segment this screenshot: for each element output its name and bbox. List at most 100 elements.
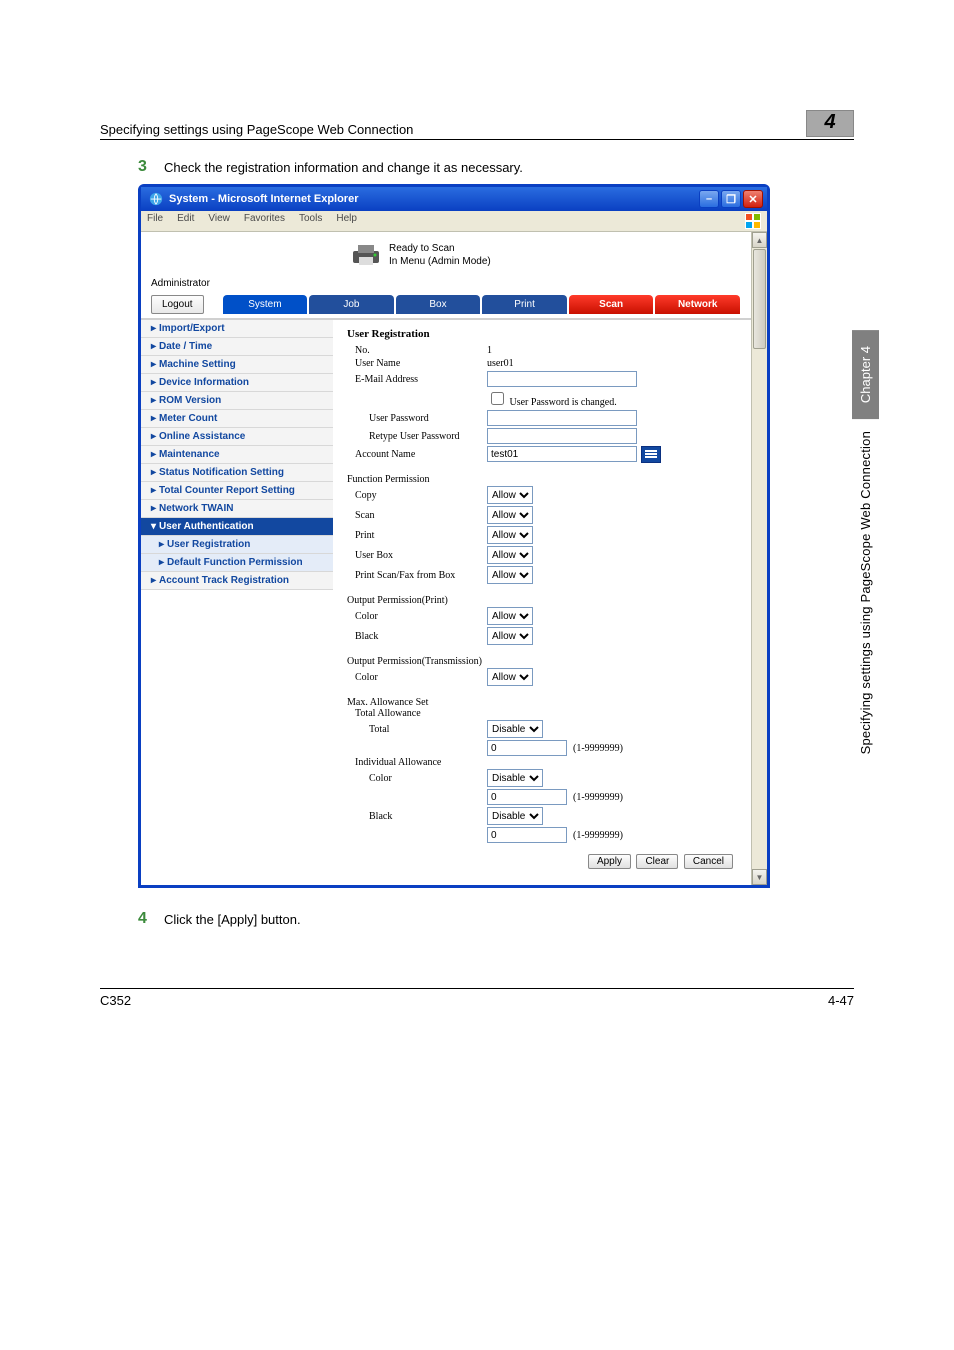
sidebar-item-status-notification[interactable]: ▸Status Notification Setting <box>141 464 333 482</box>
label-total: Total <box>347 724 487 735</box>
retype-password-field[interactable] <box>487 428 637 444</box>
step-3-text: Check the registration information and c… <box>164 158 523 176</box>
password-changed-checkbox[interactable] <box>491 392 504 405</box>
chapter-tab: Chapter 4 <box>852 330 879 419</box>
scroll-down-icon[interactable]: ▼ <box>752 869 767 885</box>
sidebar-group-user-auth[interactable]: ▾User Authentication <box>141 518 333 536</box>
label-account-name: Account Name <box>347 449 487 460</box>
scan-select[interactable]: Allow <box>487 506 533 524</box>
ind-color-value-field[interactable] <box>487 789 567 805</box>
label-out-trans-color: Color <box>347 672 487 683</box>
sidebar-item-maintenance[interactable]: ▸Maintenance <box>141 446 333 464</box>
menubar-logo-icon <box>745 213 761 229</box>
sidebar-item-device-information[interactable]: ▸Device Information <box>141 374 333 392</box>
sidebar-sub-user-registration[interactable]: ▸User Registration <box>141 536 333 554</box>
email-field[interactable] <box>487 371 637 387</box>
sidebar-item-machine-setting[interactable]: ▸Machine Setting <box>141 356 333 374</box>
print-select[interactable]: Allow <box>487 526 533 544</box>
ie-icon <box>149 192 163 206</box>
individual-allowance-heading: Individual Allowance <box>347 757 737 768</box>
sidebar-item-meter-count[interactable]: ▸Meter Count <box>141 410 333 428</box>
label-user-password: User Password <box>347 413 487 424</box>
scroll-thumb[interactable] <box>753 249 766 349</box>
sidebar-item-account-track-registration[interactable]: ▸Account Track Registration <box>141 572 333 590</box>
menu-edit[interactable]: Edit <box>177 213 194 229</box>
sidebar-sub-default-function-permission[interactable]: ▸Default Function Permission <box>141 554 333 572</box>
vertical-scrollbar[interactable]: ▲ ▼ <box>751 232 767 885</box>
menu-tools[interactable]: Tools <box>299 213 322 229</box>
total-allowance-heading: Total Allowance <box>347 708 737 719</box>
print-scanfax-select[interactable]: Allow <box>487 566 533 584</box>
label-scan: Scan <box>347 510 487 521</box>
output-permission-print-heading: Output Permission(Print) <box>347 595 737 606</box>
apply-button[interactable]: Apply <box>588 854 631 869</box>
scroll-up-icon[interactable]: ▲ <box>752 232 767 248</box>
label-retype-password: Retype User Password <box>347 431 487 442</box>
tab-print[interactable]: Print <box>482 295 567 314</box>
output-permission-transmission-heading: Output Permission(Transmission) <box>347 656 737 667</box>
section-number-badge: 4 <box>806 110 854 137</box>
menu-file[interactable]: File <box>147 213 163 229</box>
out-trans-color-select[interactable]: Allow <box>487 668 533 686</box>
status-mode: In Menu (Admin Mode) <box>389 255 491 268</box>
function-permission-heading: Function Permission <box>347 474 737 485</box>
account-name-field[interactable] <box>487 446 637 462</box>
maximize-button[interactable]: ❐ <box>721 190 741 208</box>
sidebar-item-rom-version[interactable]: ▸ROM Version <box>141 392 333 410</box>
label-out-print-color: Color <box>347 611 487 622</box>
printer-icon <box>351 243 381 267</box>
step-4-number: 4 <box>138 910 164 928</box>
browser-window: System - Microsoft Internet Explorer – ❐… <box>138 184 770 888</box>
sidebar-item-import-export[interactable]: ▸Import/Export <box>141 320 333 338</box>
close-button[interactable]: ✕ <box>743 190 763 208</box>
footer-model: C352 <box>100 993 131 1008</box>
ind-black-select[interactable]: Disable <box>487 807 543 825</box>
tab-box[interactable]: Box <box>396 295 481 314</box>
page-section-title: Specifying settings using PageScope Web … <box>100 122 413 137</box>
account-list-icon[interactable] <box>641 446 661 463</box>
copy-select[interactable]: Allow <box>487 486 533 504</box>
administrator-label: Administrator <box>141 272 751 295</box>
footer-page: 4-47 <box>828 993 854 1008</box>
out-print-black-select[interactable]: Allow <box>487 627 533 645</box>
sidebar-item-date-time[interactable]: ▸Date / Time <box>141 338 333 356</box>
value-user-name: user01 <box>487 358 514 369</box>
menu-favorites[interactable]: Favorites <box>244 213 285 229</box>
tab-scan[interactable]: Scan <box>569 295 654 314</box>
menu-help[interactable]: Help <box>336 213 357 229</box>
form-area: User Registration No.1 User Nameuser01 E… <box>333 320 751 885</box>
sidebar-item-online-assistance[interactable]: ▸Online Assistance <box>141 428 333 446</box>
value-no: 1 <box>487 345 492 356</box>
status-ready: Ready to Scan <box>389 242 491 255</box>
tab-job[interactable]: Job <box>309 295 394 314</box>
minimize-button[interactable]: – <box>699 190 719 208</box>
sidebar-item-total-counter-report[interactable]: ▸Total Counter Report Setting <box>141 482 333 500</box>
ind-color-select[interactable]: Disable <box>487 769 543 787</box>
tab-network[interactable]: Network <box>655 295 740 314</box>
max-allowance-set-heading: Max. Allowance Set <box>347 697 737 708</box>
total-range: (1-9999999) <box>573 743 623 754</box>
label-print: Print <box>347 530 487 541</box>
ind-black-value-field[interactable] <box>487 827 567 843</box>
ind-black-range: (1-9999999) <box>573 830 623 841</box>
user-password-field[interactable] <box>487 410 637 426</box>
label-no: No. <box>347 345 487 356</box>
userbox-select[interactable]: Allow <box>487 546 533 564</box>
label-userbox: User Box <box>347 550 487 561</box>
sidebar: ▸Import/Export ▸Date / Time ▸Machine Set… <box>141 320 333 885</box>
out-print-color-select[interactable]: Allow <box>487 607 533 625</box>
sidebar-item-network-twain[interactable]: ▸Network TWAIN <box>141 500 333 518</box>
menu-view[interactable]: View <box>208 213 230 229</box>
cancel-button[interactable]: Cancel <box>684 854 733 869</box>
label-print-scanfax-box: Print Scan/Fax from Box <box>347 570 487 581</box>
user-registration-heading: User Registration <box>347 328 737 340</box>
label-email: E-Mail Address <box>347 374 487 385</box>
label-ind-color: Color <box>347 773 487 784</box>
logout-button[interactable]: Logout <box>151 295 204 314</box>
clear-button[interactable]: Clear <box>636 854 678 869</box>
total-select[interactable]: Disable <box>487 720 543 738</box>
label-out-print-black: Black <box>347 631 487 642</box>
browser-menubar: File Edit View Favorites Tools Help <box>141 211 767 232</box>
total-value-field[interactable] <box>487 740 567 756</box>
tab-system[interactable]: System <box>223 295 308 314</box>
